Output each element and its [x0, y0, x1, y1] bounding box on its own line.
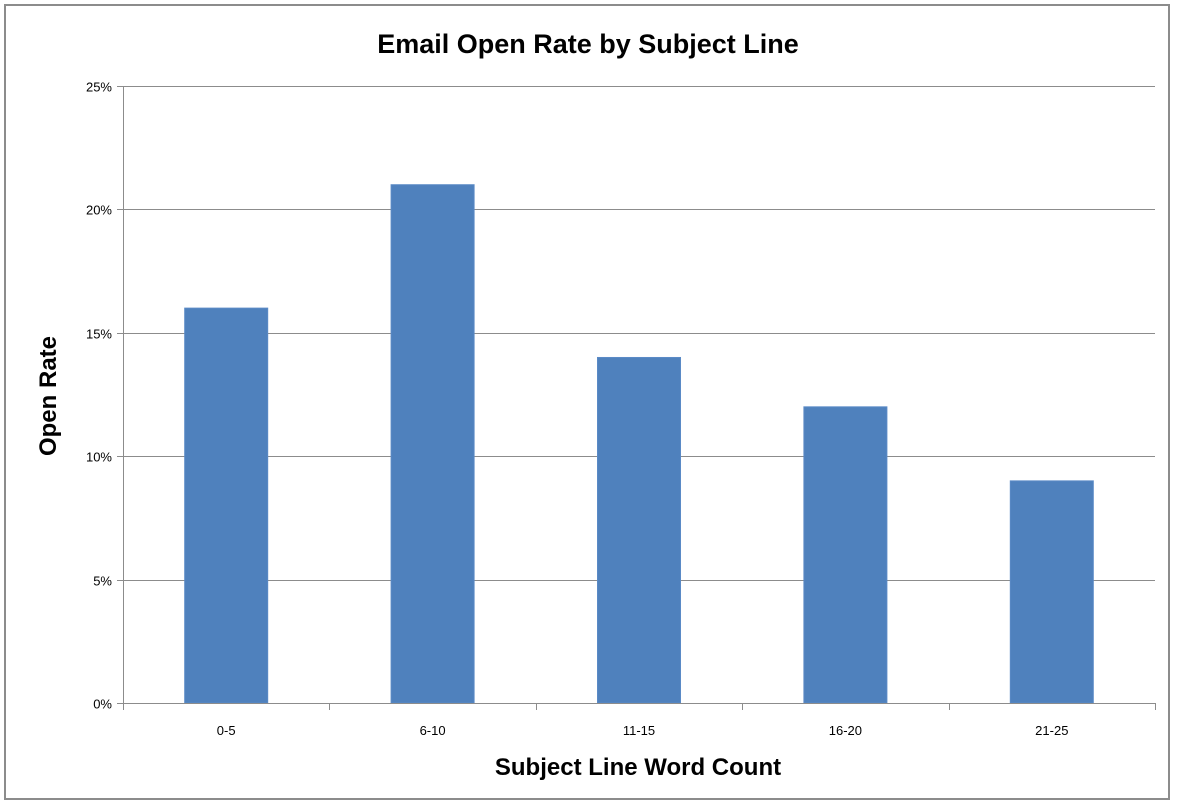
y-tick-label: 25%: [86, 80, 112, 95]
x-tick-labels: 0-5 6-10 11-15 16-20 21-25: [217, 723, 1069, 738]
x-axis-title: Subject Line Word Count: [495, 754, 781, 781]
bar-16-20: [803, 406, 888, 704]
x-tick-label: 11-15: [623, 723, 655, 738]
axes: [117, 86, 1156, 710]
y-tick-label: 5%: [93, 574, 112, 589]
bar-6-10: [390, 184, 475, 704]
x-tick-label: 16-20: [829, 723, 862, 738]
bars: [184, 184, 1094, 704]
y-tick-label: 15%: [86, 327, 112, 342]
x-tick-label: 0-5: [217, 723, 236, 738]
y-tick-label: 0%: [93, 697, 112, 712]
y-tick-labels: 0% 5% 10% 15% 20% 25%: [86, 80, 112, 712]
chart-title: Email Open Rate by Subject Line: [377, 29, 799, 59]
y-tick-label: 10%: [86, 450, 112, 465]
y-tick-label: 20%: [86, 203, 112, 218]
bar-0-5: [184, 307, 269, 704]
x-tick-label: 6-10: [420, 723, 446, 738]
bar-11-15: [597, 356, 681, 704]
x-tick-label: 21-25: [1035, 723, 1068, 738]
y-axis-title: Open Rate: [35, 336, 62, 456]
bar-21-25: [1009, 480, 1094, 704]
